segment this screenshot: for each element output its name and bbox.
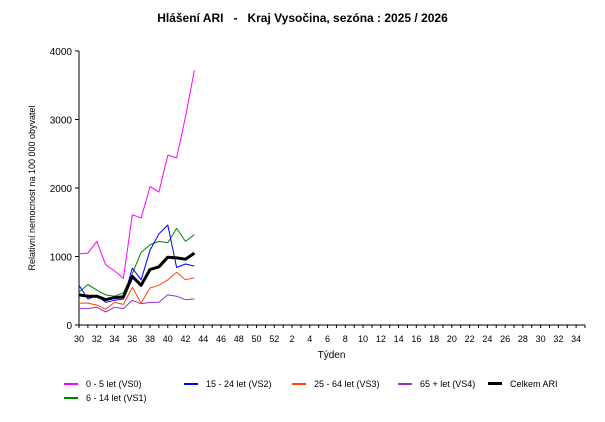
legend-swatch xyxy=(398,383,412,385)
legend-label: 6 - 14 let (VS1) xyxy=(86,393,147,403)
x-tick-label: 12 xyxy=(376,334,386,344)
x-tick-label: 2 xyxy=(290,334,295,344)
y-tick-label: 3000 xyxy=(50,116,73,127)
x-tick-label: 32 xyxy=(92,334,102,344)
series-line-65-let-vs4 xyxy=(79,294,195,313)
x-tick-label: 46 xyxy=(216,334,226,344)
x-tick-label: 26 xyxy=(500,334,510,344)
legend-swatch xyxy=(184,383,198,385)
x-tick-label: 10 xyxy=(358,334,368,344)
x-tick-label: 36 xyxy=(127,334,137,344)
chart-title: Hlášení ARI - Kraj Vysočina, sezóna : 20… xyxy=(157,11,448,25)
x-tick-label: 24 xyxy=(482,334,492,344)
legend-label: 15 - 24 let (VS2) xyxy=(206,379,272,389)
x-tick-label: 40 xyxy=(163,334,173,344)
x-tick-label: 14 xyxy=(394,334,404,344)
x-tick-label: 34 xyxy=(571,334,581,344)
legend-swatch xyxy=(64,397,78,399)
x-axis-label: Týden xyxy=(317,350,346,361)
legend-label: 0 - 5 let (VS0) xyxy=(86,379,142,389)
x-tick-label: 32 xyxy=(553,334,563,344)
x-tick-label: 16 xyxy=(411,334,421,344)
x-tick-label: 6 xyxy=(325,334,330,344)
x-tick-label: 38 xyxy=(145,334,155,344)
x-tick-label: 44 xyxy=(198,334,208,344)
x-tick-label: 50 xyxy=(252,334,262,344)
legend-label: Celkem ARI xyxy=(510,379,558,389)
y-tick-label: 4000 xyxy=(50,47,73,58)
x-tick-label: 20 xyxy=(447,334,457,344)
x-tick-label: 8 xyxy=(343,334,348,344)
y-tick-label: 0 xyxy=(66,321,72,332)
x-tick-label: 42 xyxy=(181,334,191,344)
x-tick-label: 28 xyxy=(518,334,528,344)
series-line-25-64-let-vs3 xyxy=(79,271,195,310)
y-tick-label: 1000 xyxy=(50,253,73,264)
x-tick-label: 48 xyxy=(234,334,244,344)
x-tick-label: 30 xyxy=(74,334,84,344)
x-tick-label: 4 xyxy=(307,334,312,344)
series-line-0-5-let-vs0 xyxy=(78,70,195,279)
legend-label: 65 + let (VS4) xyxy=(420,379,476,389)
x-tick-label: 52 xyxy=(269,334,279,344)
x-tick-label: 30 xyxy=(536,334,546,344)
x-tick-label: 18 xyxy=(429,334,439,344)
legend-swatch xyxy=(292,383,306,385)
legend-label: 25 - 64 let (VS3) xyxy=(314,379,380,389)
series-line-celkem-ari xyxy=(78,251,196,302)
legend-swatch xyxy=(64,383,78,385)
x-tick-label: 22 xyxy=(465,334,475,344)
legend-swatch xyxy=(488,382,502,385)
x-tick-label: 34 xyxy=(110,334,120,344)
y-tick-label: 2000 xyxy=(50,184,73,195)
series-line-6-14-let-vs1 xyxy=(78,227,195,297)
